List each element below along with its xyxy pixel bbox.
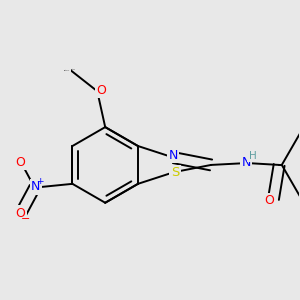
Text: +: +: [36, 177, 44, 186]
Text: N: N: [241, 155, 251, 169]
Text: S: S: [171, 166, 179, 179]
Text: N: N: [31, 180, 40, 193]
Text: methyl: methyl: [71, 69, 76, 70]
Text: O: O: [96, 84, 106, 97]
Text: O: O: [16, 155, 25, 169]
Text: −: −: [21, 214, 30, 224]
Text: N: N: [168, 149, 178, 162]
Text: methoxy: methoxy: [64, 70, 70, 71]
Text: O: O: [16, 207, 25, 220]
Text: O: O: [265, 194, 275, 208]
Text: H: H: [249, 151, 256, 160]
